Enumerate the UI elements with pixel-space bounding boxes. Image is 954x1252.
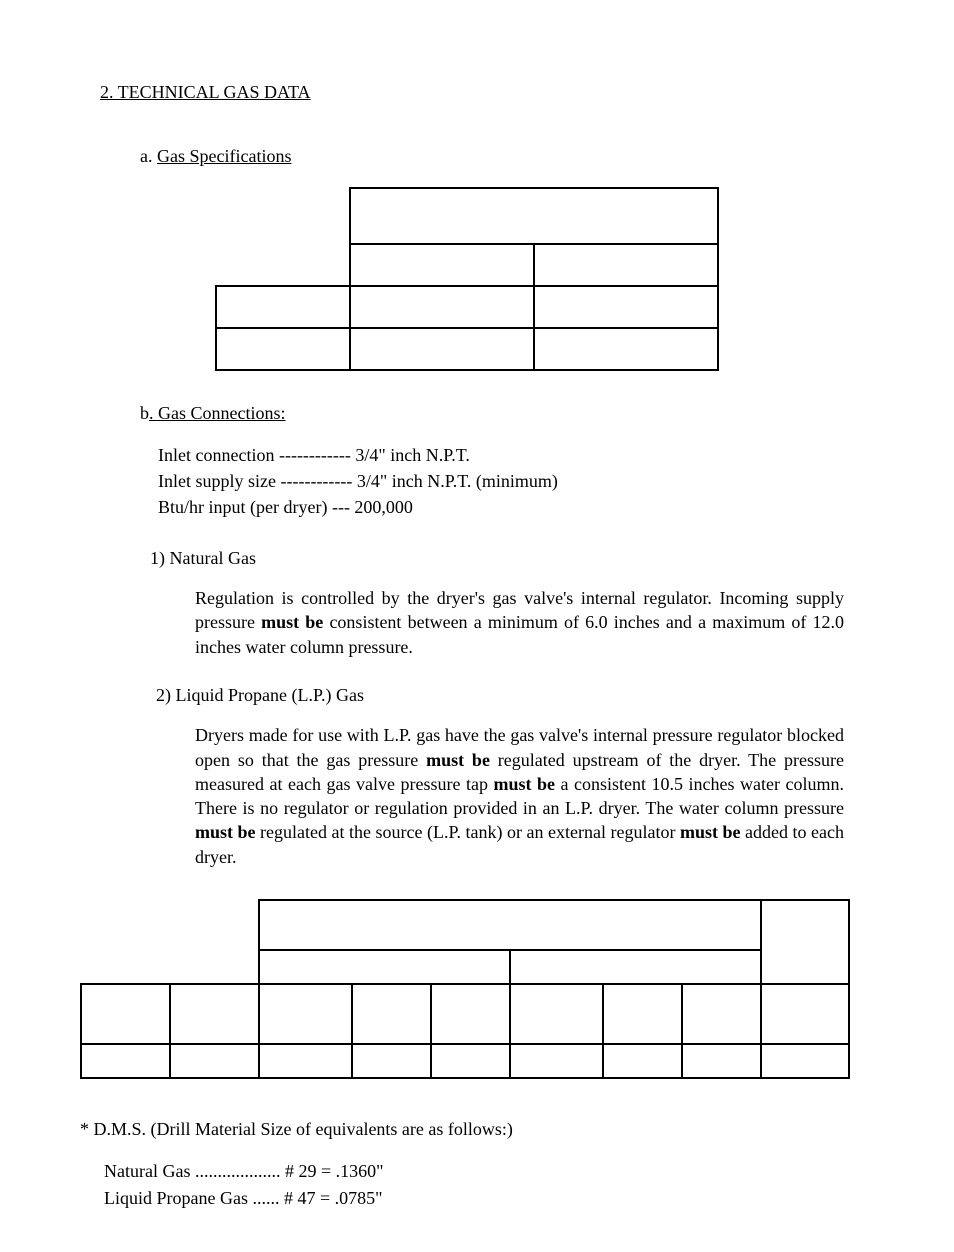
table-cell	[81, 950, 259, 984]
lp-f: must be	[195, 822, 256, 842]
lp-d: must be	[493, 774, 555, 794]
table-cell	[81, 900, 259, 950]
conn-line-1: Inlet connection ------------ 3/4" inch …	[158, 443, 874, 467]
dms-lp: Liquid Propane Gas ...... # 47 = .0785"	[104, 1186, 874, 1210]
conn-line-2: Inlet supply size ------------ 3/4" inch…	[158, 469, 874, 493]
table-cell	[534, 244, 718, 286]
table-cell	[259, 1044, 352, 1078]
lp-h: must be	[680, 822, 741, 842]
table-cell	[682, 1044, 761, 1078]
table-cell	[170, 984, 259, 1044]
table-cell	[431, 984, 510, 1044]
document-page: 2. TECHNICAL GAS DATA a. Gas Specificati…	[0, 0, 954, 1252]
dms-values: Natural Gas ................... # 29 = .…	[104, 1159, 874, 1210]
natural-gas-paragraph: Regulation is controlled by the dryer's …	[195, 586, 844, 659]
table-cell	[216, 328, 350, 370]
lp-gas-paragraph: Dryers made for use with L.P. gas have t…	[195, 723, 844, 869]
table-cell	[350, 188, 718, 244]
table-cell	[510, 984, 603, 1044]
subsection-b: b. Gas Connections:	[140, 401, 874, 425]
dms-ng: Natural Gas ................... # 29 = .…	[104, 1159, 874, 1183]
table-cell	[350, 244, 534, 286]
section-heading: 2. TECHNICAL GAS DATA	[100, 80, 874, 104]
table-cell	[216, 188, 350, 244]
table-cell	[534, 286, 718, 328]
table-cell	[81, 984, 170, 1044]
table-cell	[259, 900, 761, 950]
table-cell	[431, 1044, 510, 1078]
gas-spec-table	[215, 187, 719, 371]
table-cell	[510, 1044, 603, 1078]
lp-g: regulated at the source (L.P. tank) or a…	[256, 822, 680, 842]
table-cell	[350, 286, 534, 328]
table-cell	[259, 984, 352, 1044]
dms-note: * D.M.S. (Drill Material Size of equival…	[80, 1117, 874, 1141]
subsection-a-title: Gas Specifications	[157, 146, 291, 166]
subsection-a: a. Gas Specifications	[140, 144, 874, 168]
ng-text-b: must be	[261, 612, 323, 632]
table-cell	[603, 1044, 682, 1078]
gas-connections-block: Inlet connection ------------ 3/4" inch …	[158, 443, 874, 520]
table-cell	[259, 950, 510, 984]
table-cell	[350, 328, 534, 370]
table-cell	[216, 286, 350, 328]
table-cell	[761, 900, 849, 984]
gas-spec-table-wrap	[215, 187, 874, 371]
table-cell	[761, 984, 849, 1044]
lp-b: must be	[426, 750, 490, 770]
subsection-b-title: . Gas Connections:	[149, 403, 286, 423]
table-cell	[603, 984, 682, 1044]
table-cell	[352, 984, 431, 1044]
natural-gas-heading: 1) Natural Gas	[150, 546, 874, 570]
table-cell	[216, 244, 350, 286]
dms-table	[80, 899, 850, 1079]
table-cell	[81, 1044, 170, 1078]
subsection-a-prefix: a.	[140, 146, 157, 166]
table-cell	[510, 950, 761, 984]
table-cell	[682, 984, 761, 1044]
lp-gas-heading: 2) Liquid Propane (L.P.) Gas	[156, 683, 874, 707]
table-cell	[170, 1044, 259, 1078]
dms-table-wrap	[80, 899, 874, 1079]
subsection-b-prefix: b	[140, 403, 149, 423]
table-cell	[534, 328, 718, 370]
conn-line-3: Btu/hr input (per dryer) --- 200,000	[158, 495, 874, 519]
table-cell	[761, 1044, 849, 1078]
table-cell	[352, 1044, 431, 1078]
